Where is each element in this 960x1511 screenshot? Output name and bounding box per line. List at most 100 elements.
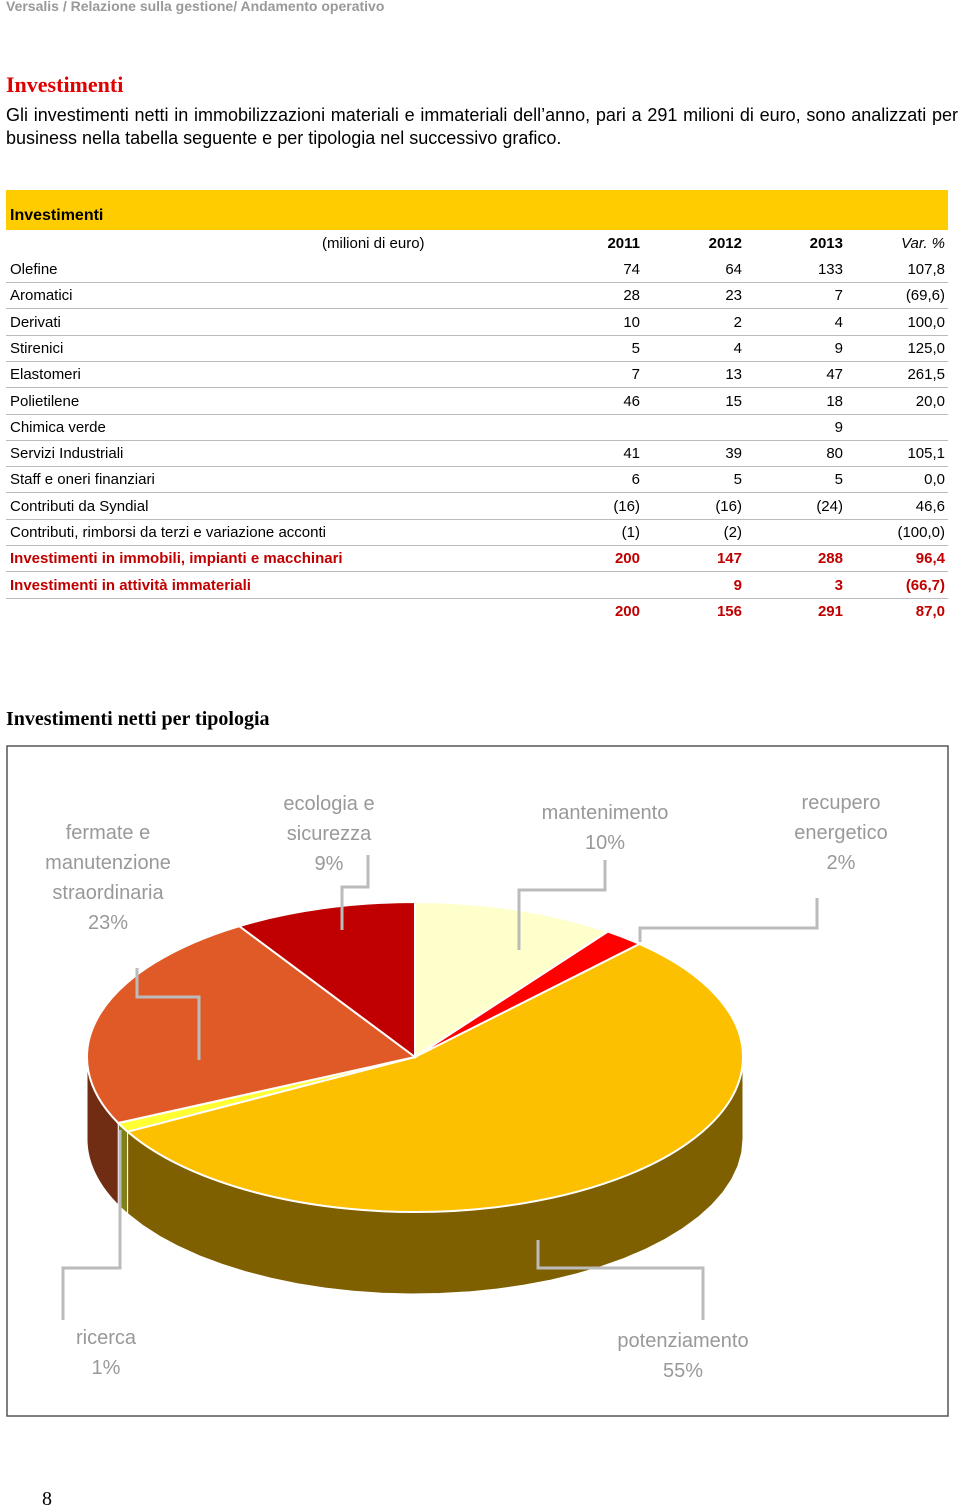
row-rule — [6, 492, 948, 494]
cell-value: 10 — [623, 313, 640, 331]
cell-value: 125,0 — [907, 339, 945, 357]
cell-value: 0,0 — [924, 471, 945, 489]
pie-label-value: 2% — [826, 852, 856, 874]
pie-label-category: recupero energetico — [794, 792, 888, 844]
pie-label: potenziamento 55% — [593, 1326, 773, 1386]
cell-value: 20,0 — [915, 392, 945, 410]
cell-value: (2) — [723, 524, 742, 541]
row-label: Investimenti in immobili, impianti e mac… — [10, 550, 343, 568]
pie-label-value: 10% — [584, 832, 626, 854]
pie-label-value: 23% — [87, 912, 129, 934]
column-header: 2012 — [708, 235, 742, 252]
pie-label: ecologia e sicurezza 9% — [274, 789, 384, 879]
cell-value: 291 — [817, 602, 843, 620]
pie-label: mantenimento 10% — [520, 798, 690, 858]
pie-label-category: ricerca — [75, 1327, 136, 1349]
pie-slice — [125, 942, 745, 1213]
row-rule — [6, 413, 948, 415]
pie-label-value: 1% — [91, 1357, 121, 1379]
leader-line — [517, 860, 607, 950]
pie-slice — [414, 900, 611, 1059]
table-header-bar — [6, 190, 948, 230]
cell-value: 200 — [614, 602, 640, 620]
row-rule — [6, 360, 948, 362]
row-rule — [6, 518, 948, 520]
column-header: 2013 — [809, 235, 843, 252]
cell-value: 288 — [817, 550, 843, 568]
row-label: Contributi, rimborsi da terzi e variazio… — [10, 524, 326, 541]
cell-value: (1) — [621, 524, 640, 541]
cell-value: 105,1 — [907, 445, 945, 463]
pie-label: recupero energetico 2% — [781, 788, 901, 878]
cell-value: 28 — [623, 287, 640, 305]
cell-value: 23 — [725, 287, 742, 305]
row-rule — [6, 282, 948, 283]
cell-value: 18 — [826, 392, 843, 410]
column-header: (milioni di euro) — [322, 235, 425, 252]
row-label: Derivati — [10, 313, 61, 331]
cell-value: 5 — [631, 339, 640, 357]
cell-value: 15 — [725, 392, 742, 410]
page-number: 8 — [42, 1488, 52, 1510]
pie-label: ricerca 1% — [56, 1323, 156, 1383]
row-label: Olefine — [10, 261, 58, 278]
cell-value: 74 — [623, 261, 640, 278]
pie-slice — [86, 925, 418, 1125]
chart-frame — [6, 745, 949, 1417]
pie-label: fermate e manutenzione straordinaria 23% — [28, 818, 188, 938]
pie-label-value: 9% — [314, 853, 344, 875]
row-label: Contributi da Syndial — [10, 497, 149, 515]
cell-value: 39 — [725, 445, 742, 463]
cell-value: 13 — [725, 366, 742, 384]
cell-value: 87,0 — [915, 602, 945, 620]
breadcrumb: Versalis / Relazione sulla gestione/ And… — [6, 0, 385, 14]
cell-value: 3 — [834, 576, 843, 594]
leader-line — [536, 1240, 705, 1320]
row-rule — [6, 308, 948, 310]
cell-value: 9 — [733, 576, 742, 594]
row-label: Elastomeri — [10, 366, 81, 384]
row-label: Staff e oneri finanziari — [10, 471, 155, 489]
leader-line — [61, 1130, 122, 1320]
row-label: Chimica verde — [10, 418, 106, 436]
table-title: Investimenti — [10, 207, 104, 224]
cell-value: 80 — [826, 445, 843, 463]
cell-value: (16) — [613, 497, 640, 515]
cell-value: 261,5 — [907, 366, 945, 384]
cell-value: 200 — [614, 550, 640, 568]
row-label: Investimenti in attività immateriali — [10, 576, 251, 594]
row-rule — [6, 571, 948, 573]
cell-value: 96,4 — [915, 550, 945, 568]
pie-label-category: fermate e manutenzione straordinaria — [45, 822, 171, 904]
leader-line — [638, 898, 819, 942]
row-label: Aromatici — [10, 287, 73, 305]
cell-value: 5 — [733, 471, 742, 489]
pie-label-category: ecologia e sicurezza — [283, 793, 375, 845]
row-rule — [6, 545, 948, 546]
cell-value: 9 — [834, 339, 843, 357]
chart-title: Investimenti netti per tipologia — [6, 708, 270, 730]
pie-slice — [237, 900, 416, 1059]
cell-value: (69,6) — [905, 287, 945, 305]
column-header: 2011 — [607, 235, 640, 252]
cell-value: 9 — [834, 418, 843, 436]
cell-value: (16) — [715, 497, 742, 515]
row-rule — [6, 466, 948, 468]
cell-value: (24) — [816, 497, 843, 515]
cell-value: (100,0) — [897, 524, 945, 541]
section-text: Gli investimenti netti in immobilizzazio… — [6, 105, 958, 148]
row-rule — [6, 597, 948, 599]
leader-line — [135, 968, 201, 1060]
row-rule — [6, 439, 948, 441]
pie-label-category: mantenimento — [541, 802, 669, 824]
pie-label-category: potenziamento — [617, 1330, 749, 1352]
cell-value: 46 — [623, 392, 640, 410]
cell-value: 100,0 — [907, 313, 945, 331]
cell-value: 4 — [733, 339, 742, 357]
cell-value: 41 — [623, 445, 640, 463]
cell-value: (66,7) — [905, 576, 945, 594]
cell-value: 156 — [716, 602, 742, 620]
section-title: Investimenti — [6, 72, 124, 97]
